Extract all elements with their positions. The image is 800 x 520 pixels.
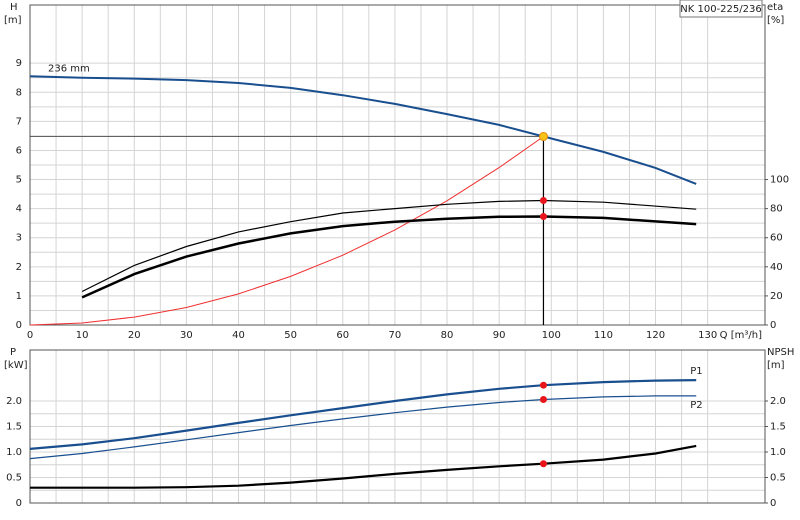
x-tick-label: 120 xyxy=(646,330,665,341)
curve xyxy=(29,379,697,450)
plot-frame xyxy=(29,4,766,326)
y-tick-label: 0 xyxy=(16,498,22,509)
y-tick-label: 6 xyxy=(16,145,22,156)
y2-tick-label: 40 xyxy=(770,262,783,273)
y2-tick-label: 0 xyxy=(770,498,776,509)
y-axis-label: H xyxy=(10,2,18,13)
y2-axis-unit: [m] xyxy=(767,360,785,371)
y2-axis-label: NPSH xyxy=(767,347,794,358)
y-tick-label: 2 xyxy=(16,262,22,273)
y-tick-label: 5 xyxy=(16,175,22,186)
curve xyxy=(81,215,697,299)
x-tick-label: 90 xyxy=(493,330,506,341)
y-tick-label: 4 xyxy=(16,204,22,215)
y2-tick-label: 20 xyxy=(770,291,783,302)
y-axis-unit: [m] xyxy=(4,15,22,26)
y-tick-label: 8 xyxy=(16,87,22,98)
x-tick-label: 50 xyxy=(284,330,297,341)
x-tick-label: 110 xyxy=(594,330,613,341)
x-tick-label: 100 xyxy=(542,330,561,341)
y2-tick-label: 0.5 xyxy=(770,473,786,484)
x-tick-label: 10 xyxy=(76,330,89,341)
y-axis-label: P xyxy=(10,347,16,358)
x-tick-label: 40 xyxy=(232,330,245,341)
y2-tick-label: 0 xyxy=(770,320,776,331)
operating-point xyxy=(538,131,548,141)
y-tick-label: 1 xyxy=(16,291,22,302)
y2-tick-label: 100 xyxy=(770,175,789,186)
curve xyxy=(30,444,697,489)
x-tick-label: 20 xyxy=(128,330,141,341)
x-tick-label: 60 xyxy=(336,330,349,341)
y-tick-label: 3 xyxy=(16,233,22,244)
operating-marker xyxy=(539,381,547,389)
x-tick-label: 70 xyxy=(389,330,402,341)
y-tick-label: 7 xyxy=(16,116,22,127)
chart-title: NK 100-225/236 xyxy=(680,4,761,15)
y2-tick-label: 1.0 xyxy=(770,447,786,458)
operating-marker xyxy=(539,460,547,468)
operating-marker xyxy=(539,212,547,220)
curve xyxy=(29,395,697,460)
title-box xyxy=(679,0,763,18)
y-tick-label: 2.0 xyxy=(6,396,22,407)
operating-marker xyxy=(539,196,547,204)
y2-tick-label: 80 xyxy=(770,204,783,215)
y-tick-label: 0.5 xyxy=(6,473,22,484)
curve xyxy=(29,75,697,185)
y2-tick-label: 2.0 xyxy=(770,396,786,407)
x-axis-label: Q [m³/h] xyxy=(720,330,762,341)
x-tick-label: 80 xyxy=(441,330,454,341)
curve xyxy=(81,199,697,293)
x-tick-label: 0 xyxy=(27,330,33,341)
y-tick-label: 1.0 xyxy=(6,447,22,458)
y-axis-unit: [kW] xyxy=(4,360,28,371)
y2-tick-label: 1.5 xyxy=(770,422,786,433)
curve xyxy=(29,136,544,326)
y-tick-label: 0 xyxy=(16,320,22,331)
x-tick-label: 130 xyxy=(698,330,717,341)
y2-axis-unit: [%] xyxy=(767,15,784,26)
curve-label: P1 xyxy=(690,366,702,377)
y-tick-label: 9 xyxy=(16,58,22,69)
y-tick-label: 1.5 xyxy=(6,422,22,433)
operating-marker xyxy=(539,395,547,403)
curve-label: P2 xyxy=(690,400,702,411)
y2-axis-label: eta xyxy=(767,2,783,13)
y2-tick-label: 60 xyxy=(770,233,783,244)
x-tick-label: 30 xyxy=(180,330,193,341)
curve-label: 236 mm xyxy=(48,63,90,74)
